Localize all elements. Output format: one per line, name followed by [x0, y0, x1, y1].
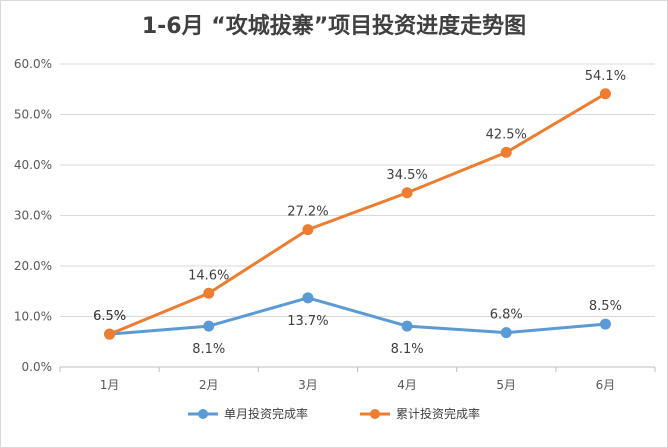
x-tick-label: 5月 — [496, 378, 516, 392]
data-point — [401, 187, 413, 199]
series-line-2 — [108, 92, 607, 336]
data-point — [401, 320, 413, 332]
legend-marker — [370, 409, 380, 419]
data-label: 42.5% — [486, 127, 527, 142]
legend-label: 单月投资完成率 — [224, 406, 308, 421]
y-axis-ticks: 0.0% 10.0% 20.0% 30.0% 40.0% 50.0% 60.0% — [14, 57, 52, 374]
series-layer — [104, 88, 611, 340]
data-labels: 6.5%8.1%13.7%8.1%6.8%8.5%6.5%14.6%27.2%3… — [93, 69, 626, 357]
data-label: 8.1% — [391, 342, 424, 357]
data-point — [203, 320, 215, 332]
data-point — [599, 88, 611, 100]
data-label: 13.7% — [287, 314, 328, 329]
legend-marker — [198, 409, 208, 419]
data-point — [302, 224, 314, 236]
y-tick-label: 30.0% — [14, 209, 52, 223]
data-label: 6.8% — [490, 308, 523, 323]
data-label: 14.6% — [188, 268, 229, 283]
data-label: 6.5% — [93, 309, 126, 324]
legend: 单月投资完成率 累计投资完成率 — [188, 406, 480, 421]
data-point — [302, 292, 314, 304]
data-label: 27.2% — [287, 205, 328, 220]
y-tick-label: 50.0% — [14, 108, 52, 122]
x-tick-label: 4月 — [397, 378, 417, 392]
legend-label: 累计投资完成率 — [396, 406, 480, 421]
x-axis-ticks: 1月 2月 3月 4月 5月 6月 — [59, 367, 656, 392]
x-tick-label: 2月 — [199, 378, 219, 392]
data-label: 6.5% — [93, 309, 126, 324]
data-point — [500, 327, 512, 339]
data-label: 8.5% — [589, 299, 622, 314]
data-point — [203, 287, 215, 299]
y-tick-label: 20.0% — [14, 259, 52, 273]
y-tick-label: 0.0% — [22, 360, 53, 374]
x-tick-label: 6月 — [596, 378, 616, 392]
x-tick-label: 3月 — [298, 378, 318, 392]
data-point — [500, 146, 512, 158]
data-point — [104, 328, 116, 340]
series-line-1 — [108, 296, 607, 336]
data-point — [599, 318, 611, 330]
y-tick-label: 60.0% — [14, 57, 52, 71]
y-tick-label: 40.0% — [14, 158, 52, 172]
gridlines — [60, 63, 655, 368]
data-label: 34.5% — [386, 168, 427, 183]
x-tick-label: 1月 — [100, 378, 120, 392]
y-tick-label: 10.0% — [14, 310, 52, 324]
data-label: 54.1% — [585, 69, 626, 84]
data-label: 8.1% — [192, 342, 225, 357]
chart-title: 1-6月 “攻城拔寨”项目投资进度走势图 — [141, 14, 527, 39]
